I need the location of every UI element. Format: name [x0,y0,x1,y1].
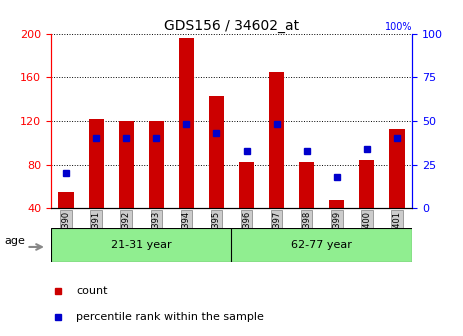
Title: GDS156 / 34602_at: GDS156 / 34602_at [164,18,299,33]
Bar [149,121,164,208]
Bar [209,96,224,208]
Bar [269,72,284,208]
Bar [88,119,104,208]
Bar [359,160,375,208]
Bar [58,192,74,208]
Text: 21-31 year: 21-31 year [111,240,171,250]
Text: 100%: 100% [385,22,412,32]
Text: age: age [4,236,25,246]
Text: percentile rank within the sample: percentile rank within the sample [76,312,264,323]
Bar [239,163,254,208]
Bar [389,129,405,208]
Text: count: count [76,286,108,296]
Bar [179,38,194,208]
Bar [299,163,314,208]
Bar [51,228,232,262]
Bar [119,121,134,208]
Bar [232,228,412,262]
Bar [329,200,344,208]
Text: 62-77 year: 62-77 year [291,240,352,250]
